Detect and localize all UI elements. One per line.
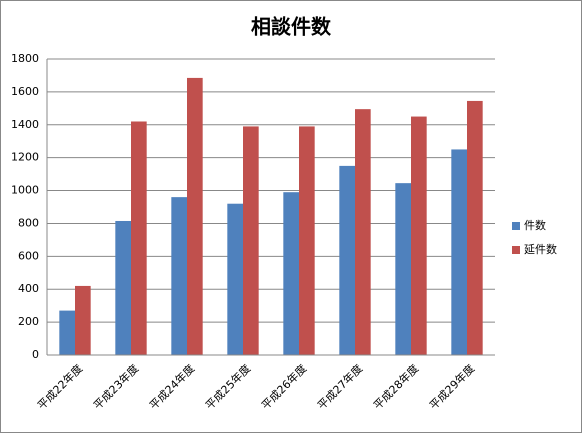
bar [187, 77, 203, 356]
y-tick-label: 400 [18, 282, 39, 295]
bar [115, 220, 131, 355]
y-tick-label: 800 [18, 216, 39, 229]
bar [395, 183, 411, 355]
bar [227, 203, 243, 355]
bar [59, 310, 75, 355]
legend-swatch [512, 222, 520, 230]
chart-title: 相談件数 [251, 15, 332, 39]
legend-swatch [512, 246, 520, 254]
y-tick-label: 0 [32, 348, 39, 361]
y-tick-label: 1000 [11, 184, 39, 197]
bar [411, 116, 427, 355]
bar [355, 109, 371, 356]
legend-label: 件数 [524, 219, 546, 232]
y-tick-label: 1200 [11, 151, 39, 164]
y-tick-label: 1600 [11, 85, 39, 98]
bar [171, 197, 187, 355]
bar [467, 100, 483, 355]
bar [451, 149, 467, 355]
bar [75, 285, 91, 355]
bar [131, 121, 147, 355]
bar [283, 192, 299, 355]
y-tick-label: 1400 [11, 118, 39, 131]
y-tick-label: 200 [18, 315, 39, 328]
bar [243, 126, 259, 355]
bar [299, 126, 315, 355]
bar [339, 165, 355, 355]
y-tick-label: 1800 [11, 52, 39, 65]
y-tick-label: 600 [18, 249, 39, 262]
legend-label: 延件数 [524, 243, 557, 256]
